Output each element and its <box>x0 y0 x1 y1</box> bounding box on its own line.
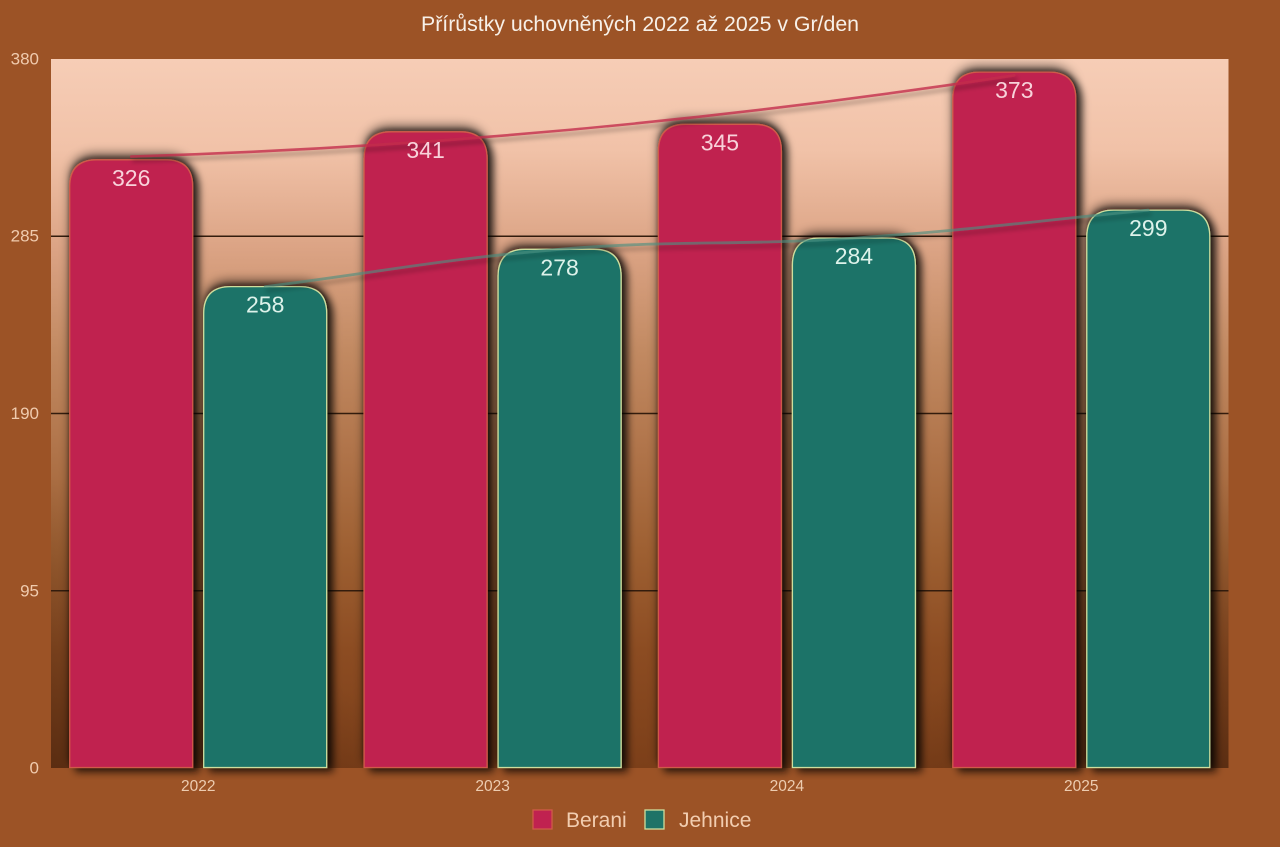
svg-text:2024: 2024 <box>770 778 805 795</box>
svg-text:Berani: Berani <box>566 809 627 832</box>
svg-text:373: 373 <box>995 77 1033 103</box>
svg-text:285: 285 <box>11 227 39 246</box>
svg-text:258: 258 <box>246 292 284 318</box>
svg-text:0: 0 <box>30 759 39 778</box>
svg-text:Jehnice: Jehnice <box>679 809 751 832</box>
svg-text:190: 190 <box>11 404 39 423</box>
svg-text:Přírůstky uchovněných 2022 až: Přírůstky uchovněných 2022 až 2025 v Gr/… <box>421 12 859 36</box>
svg-text:380: 380 <box>11 50 39 69</box>
svg-text:2023: 2023 <box>475 778 509 795</box>
svg-text:278: 278 <box>540 254 578 280</box>
svg-text:95: 95 <box>20 581 39 600</box>
svg-text:2022: 2022 <box>181 778 215 795</box>
svg-text:326: 326 <box>112 165 150 191</box>
svg-text:299: 299 <box>1129 215 1167 241</box>
svg-text:341: 341 <box>406 137 444 163</box>
svg-text:284: 284 <box>835 243 874 269</box>
svg-text:2025: 2025 <box>1064 778 1098 795</box>
svg-text:345: 345 <box>701 129 739 155</box>
